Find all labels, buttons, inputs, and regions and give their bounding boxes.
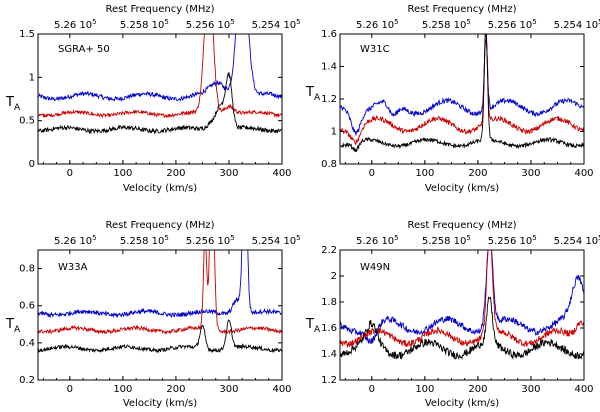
x-tick-label: 100 <box>113 168 132 179</box>
x-tick-label: 0 <box>369 168 375 179</box>
x-tick-label: 100 <box>113 384 132 395</box>
top-tick-label: 5.256 105 <box>186 234 235 247</box>
x-tick-label: 200 <box>166 168 185 179</box>
y-tick-label: 1.4 <box>321 349 337 360</box>
x-tick-label: 400 <box>272 168 291 179</box>
x-axis-label: Velocity (km/s) <box>425 183 499 194</box>
spectrum-series-line <box>38 72 282 135</box>
x-tick-label: 100 <box>415 168 434 179</box>
y-tick-label: 0.2 <box>19 375 35 386</box>
x-tick-label: 300 <box>521 384 540 395</box>
spectrum-traces <box>340 250 584 361</box>
top-axis-title: Rest Frequency (MHz) <box>408 4 517 15</box>
spectrum-series-line <box>38 34 282 103</box>
panel-top-left: Rest Frequency (MHz) SGRA+ 50 Velocity (… <box>5 4 301 194</box>
y-tick-label: 0.8 <box>321 159 337 170</box>
y-tick-label: 0 <box>29 159 35 170</box>
panel-top-right: Rest Frequency (MHz) W31C Velocity (km/s… <box>305 4 600 194</box>
x-tick-label: 400 <box>574 384 593 395</box>
top-tick-label: 5.258 105 <box>422 18 471 31</box>
x-axis-label: Velocity (km/s) <box>425 398 499 409</box>
panel-label: W33A <box>58 262 88 273</box>
x-tick-label: 0 <box>369 384 375 395</box>
top-axis-title: Rest Frequency (MHz) <box>106 4 215 15</box>
top-axis-title: Rest Frequency (MHz) <box>106 220 215 231</box>
top-tick-label: 5.26 105 <box>356 234 399 247</box>
y-tick-label: 1 <box>331 127 337 138</box>
y-tick-label: 1 <box>29 72 35 83</box>
spectrum-series-line <box>340 250 584 345</box>
y-tick-label: 1.8 <box>321 297 337 308</box>
panel-bottom-left: Rest Frequency (MHz) W33A Velocity (km/s… <box>5 220 301 409</box>
top-tick-label: 5.258 105 <box>120 18 169 31</box>
y-tick-label: 0.6 <box>19 301 35 312</box>
x-tick-label: 300 <box>219 168 238 179</box>
spectrum-series-line <box>38 250 282 335</box>
spectrum-series-line <box>340 34 584 153</box>
x-tick-label: 200 <box>468 384 487 395</box>
panel-label: W49N <box>360 262 390 273</box>
y-tick-label: 1.2 <box>321 375 337 386</box>
x-tick-label: 100 <box>415 384 434 395</box>
x-tick-label: 400 <box>574 168 593 179</box>
top-tick-label: 5.26 105 <box>356 18 399 31</box>
top-tick-label: 5.26 105 <box>54 18 97 31</box>
x-tick-label: 0 <box>67 384 73 395</box>
spectrum-series-line <box>340 296 584 361</box>
top-tick-label: 5.256 105 <box>488 18 537 31</box>
y-tick-label: 1.4 <box>321 62 337 73</box>
top-axis-title: Rest Frequency (MHz) <box>408 220 517 231</box>
top-tick-label: 5.26 105 <box>54 234 97 247</box>
top-tick-label: 5.256 105 <box>488 234 537 247</box>
top-tick-label: 5.254 105 <box>554 18 600 31</box>
x-tick-label: 300 <box>521 168 540 179</box>
spectrum-series-line <box>340 34 584 145</box>
y-tick-label: 2.2 <box>321 245 337 256</box>
y-tick-label: 1.2 <box>321 94 337 105</box>
y-axis-label: TA <box>5 95 21 113</box>
y-tick-label: 1.6 <box>321 323 337 334</box>
top-tick-label: 5.254 105 <box>554 234 600 247</box>
plot-frame <box>37 249 283 381</box>
spectrum-traces <box>38 250 282 354</box>
panel-label: W31C <box>360 44 390 55</box>
y-axis-label: TA <box>305 85 321 103</box>
top-tick-label: 5.254 105 <box>252 234 301 247</box>
spectrum-traces <box>38 34 282 135</box>
spectrum-traces <box>340 34 584 153</box>
top-tick-label: 5.256 105 <box>186 18 235 31</box>
x-axis-label: Velocity (km/s) <box>123 398 197 409</box>
x-tick-label: 200 <box>468 168 487 179</box>
spectrum-series-line <box>340 250 584 349</box>
spectrum-series-line <box>38 250 282 319</box>
plot-frame <box>37 33 283 165</box>
top-tick-label: 5.258 105 <box>422 234 471 247</box>
y-tick-label: 2 <box>331 271 337 282</box>
y-tick-label: 0.5 <box>19 116 35 127</box>
x-tick-label: 400 <box>272 384 291 395</box>
x-tick-label: 200 <box>166 384 185 395</box>
x-tick-label: 0 <box>67 168 73 179</box>
y-tick-label: 1.6 <box>321 29 337 40</box>
y-axis-label: TA <box>305 317 321 335</box>
top-tick-label: 5.258 105 <box>120 234 169 247</box>
top-tick-label: 5.254 105 <box>252 18 301 31</box>
x-tick-label: 300 <box>219 384 238 395</box>
plot-frame <box>339 249 585 381</box>
panel-label: SGRA+ 50 <box>58 44 110 55</box>
spectrum-series-line <box>340 39 584 136</box>
y-tick-label: 0.8 <box>19 264 35 275</box>
spectrum-series-line <box>38 319 282 354</box>
y-axis-label: TA <box>5 317 21 335</box>
x-axis-label: Velocity (km/s) <box>123 183 197 194</box>
panel-bottom-right: Rest Frequency (MHz) W49N Velocity (km/s… <box>305 220 600 409</box>
y-tick-label: 1.5 <box>19 29 35 40</box>
spectrum-series-line <box>38 34 282 119</box>
y-tick-label: 0.4 <box>19 338 35 349</box>
